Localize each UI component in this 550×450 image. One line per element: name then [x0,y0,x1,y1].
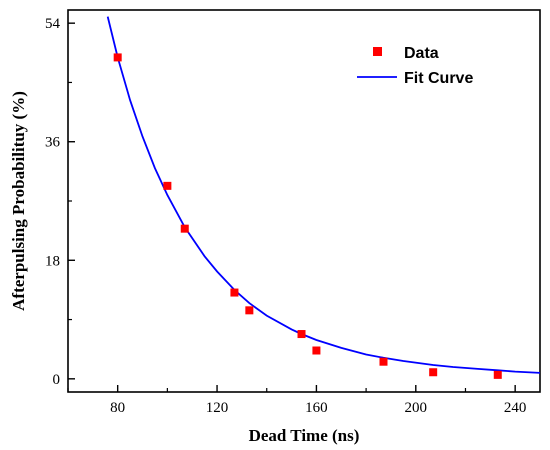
data-point [297,330,306,339]
data-point [245,306,254,315]
data-point [180,224,189,233]
legend: Data Fit Curve [357,45,473,87]
x-tick-label: 120 [206,400,229,416]
legend-label-data: Data [404,45,439,62]
x-tick-label: 200 [405,400,428,416]
legend-label-fit: Fit Curve [404,70,473,87]
data-point [379,357,388,366]
x-tick-label: 80 [110,400,125,416]
y-axis-label: Afterpulsing Probabilituy (%) [9,91,28,311]
y-tick-label: 0 [53,372,61,388]
data-point [163,181,172,190]
data-point [230,288,239,297]
y-tick-label: 36 [45,135,61,151]
fit-curve-line [106,16,541,374]
x-tick-label: 160 [305,400,328,416]
data-point [312,346,321,355]
data-point [493,370,502,379]
y-tick-label: 54 [45,16,61,32]
data-point [113,53,122,62]
y-tick-label: 18 [45,253,60,269]
x-tick-label: 240 [504,400,527,416]
x-axis-label: Dead Time (ns) [249,426,360,445]
legend-marker-data [373,47,382,56]
data-point [429,368,438,377]
